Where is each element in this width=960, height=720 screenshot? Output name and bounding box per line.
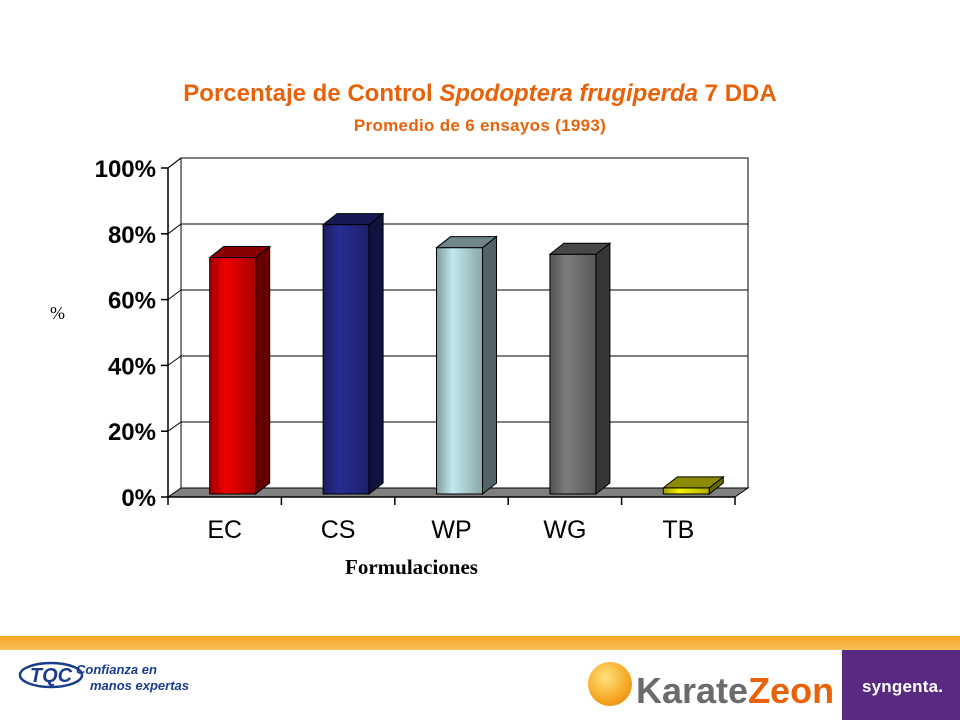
karate-zeon-logo: KarateZeon [588,660,834,720]
y-tick-label: 20% [108,419,156,446]
y-tick-label: 80% [108,222,156,249]
x-tick-label: EC [207,516,242,544]
bar-front [436,247,483,495]
bar-side [255,245,271,496]
y-axis-label: % [50,303,65,323]
chart-subtitle: Promedio de 6 ensayos (1993) [353,116,607,135]
bar-side [595,242,611,496]
tqc-slogan-line1: Confianza en [76,662,157,677]
x-tick-label: WG [543,516,586,544]
zeon-word: Zeon [748,670,835,711]
gridline-side [167,355,182,366]
gridline-side [167,157,182,169]
bars-layer [208,212,725,496]
y-tick-label: 60% [108,288,156,315]
gridline-side [167,421,182,432]
tqc-logo-text: TQC [30,665,73,687]
tqc-slogan-line2: manos expertas [90,678,189,693]
syngenta-logo: syngenta. [842,650,960,720]
bar-front [662,487,710,495]
x-tick-label: WP [431,516,471,544]
tqc-logo: TQC Confianza en manos expertas [18,660,218,700]
bar-chart: 0% 20% 40% 60% 80% 100% EC CS WP WG TB [95,156,750,544]
sun-icon [588,662,632,706]
gridline-side [167,223,182,235]
gridline-side [167,289,182,301]
title-suffix: 7 DDA [698,80,777,107]
bar-wp [435,235,498,496]
tqc-emblem: TQC [18,661,84,689]
y-tick-label: 100% [95,156,156,183]
bar-top [321,213,385,226]
bar-side [368,212,384,496]
bar-top [435,236,498,249]
bar-wg [548,242,612,496]
x-tick-label: CS [321,516,356,544]
title-prefix: Porcentaje de Control [183,80,440,107]
bar-front [322,224,370,495]
bar-front [209,257,257,495]
bar-top [661,476,725,489]
bar-front [549,253,597,495]
title-species: Spodoptera frugiperda [439,80,699,107]
bar-ec [208,245,272,496]
footer-stripe [0,636,960,650]
x-tick-label: TB [662,516,694,544]
bar-top [208,246,272,259]
bar-tb [661,475,725,496]
y-tick-label: 0% [121,485,156,512]
tick-layer: 0% 20% 40% 60% 80% 100% EC CS WP WG TB [95,156,736,544]
y-tick-label: 40% [108,353,156,380]
bar-cs [321,212,385,496]
syngenta-wordmark: syngenta. [862,677,944,696]
karate-word: Karate [636,670,749,711]
bar-top [548,242,612,255]
x-axis-label: Formulaciones [345,555,478,579]
chart-title: Porcentaje de Control Spodoptera frugipe… [0,80,960,108]
bar-side [482,235,497,496]
karate-zeon-wordmark: KarateZeon [636,670,834,712]
